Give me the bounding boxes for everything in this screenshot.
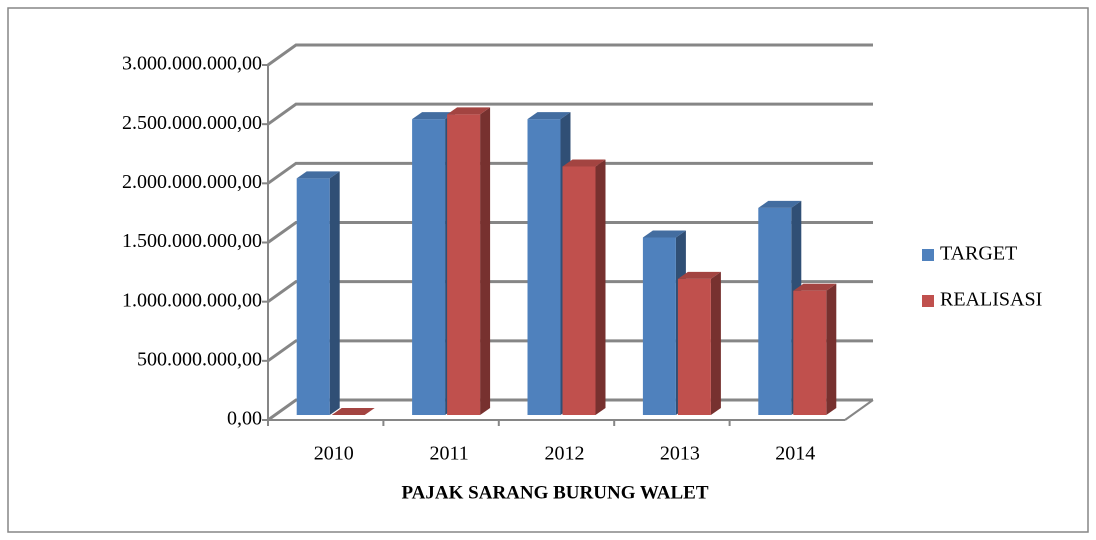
legend-label: TARGET [940, 243, 1017, 265]
floor-edge [844, 399, 874, 421]
bar-side [329, 171, 340, 415]
bar-top [793, 283, 837, 291]
bar-front [296, 178, 330, 415]
bar-front [447, 114, 481, 415]
y-tick-label: 1.000.000.000,00 [122, 289, 262, 311]
x-tick-label: 2011 [429, 443, 468, 465]
legend-swatch [922, 249, 934, 261]
bar-side [826, 283, 837, 415]
bar [331, 408, 375, 415]
grid-line [267, 161, 873, 185]
bar-top [527, 112, 571, 120]
bar-top [296, 171, 340, 179]
bar [296, 171, 340, 415]
bar-front [412, 119, 446, 416]
bar-front [642, 237, 676, 415]
bar-front [527, 119, 561, 416]
bar-front [677, 278, 711, 415]
y-tick-label: 2.000.000.000,00 [122, 171, 262, 193]
legend-swatch [922, 295, 934, 307]
bar [793, 283, 837, 415]
x-tick-label: 2010 [314, 443, 354, 465]
bar-top [562, 159, 606, 167]
grid-line [267, 102, 873, 126]
x-axis-title: PAJAK SARANG BURUNG WALET [401, 482, 708, 503]
grid-line [267, 43, 873, 67]
x-tick-label: 2013 [660, 443, 700, 465]
y-tick-label: 0,00 [227, 408, 262, 430]
bar-front [758, 207, 792, 415]
bar-top [677, 271, 721, 279]
bar-top [447, 107, 491, 115]
bar-side [595, 159, 606, 415]
bar-front [562, 166, 596, 415]
bar [677, 271, 721, 415]
bar-side [480, 107, 491, 415]
y-tick-label: 500.000.000,00 [137, 348, 262, 370]
bar-side [710, 271, 721, 415]
legend-label: REALISASI [940, 289, 1042, 311]
x-tick-label: 2012 [545, 443, 585, 465]
bar [562, 159, 606, 415]
bar-top [758, 200, 802, 208]
y-tick-label: 2.500.000.000,00 [122, 112, 262, 134]
grid-line [267, 221, 873, 244]
bar-top [642, 230, 686, 238]
x-tick-label: 2014 [775, 443, 815, 465]
bar [447, 107, 491, 415]
bar-top [412, 112, 456, 120]
bar-top [331, 408, 375, 415]
bar-front [793, 290, 827, 415]
y-tick-label: 1.500.000.000,00 [122, 230, 262, 252]
y-tick-label: 3.000.000.000,00 [122, 53, 262, 75]
